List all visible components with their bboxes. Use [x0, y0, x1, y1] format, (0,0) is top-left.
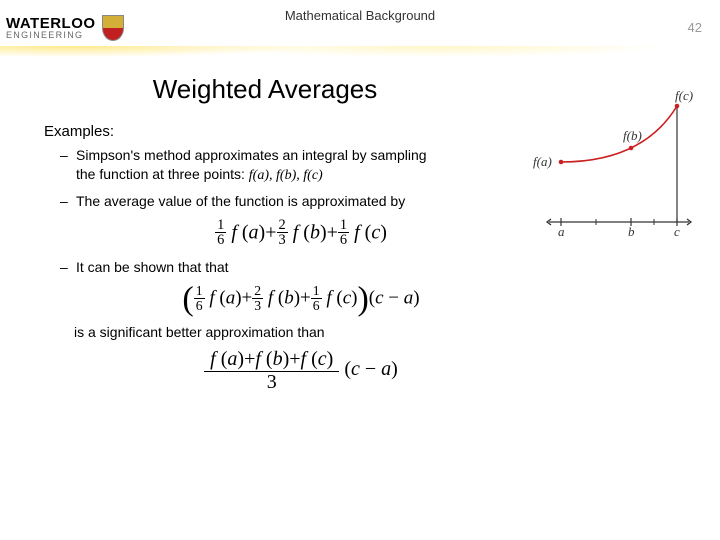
svg-text:f(b): f(b): [623, 128, 642, 143]
bullet-shown: It can be shown that that: [60, 258, 684, 277]
logo-text: WATERLOO ENGINEERING: [6, 17, 96, 40]
formula-simple-avg: f (a)+f (b)+f (c)3 (c − a): [58, 348, 684, 393]
logo: WATERLOO ENGINEERING: [0, 15, 124, 41]
formula-weighted-times-interval: (16 f (a)+23 f (b)+16 f (c))(c − a): [58, 285, 684, 313]
bullet-list-2: It can be shown that that: [58, 258, 684, 277]
logo-subtitle: ENGINEERING: [6, 31, 96, 40]
svg-text:b: b: [628, 224, 635, 239]
header: WATERLOO ENGINEERING Mathematical Backgr…: [0, 0, 720, 56]
svg-text:a: a: [558, 224, 565, 239]
breadcrumb: Mathematical Background: [285, 8, 435, 23]
crest-icon: [102, 15, 124, 41]
bullet-simpson: Simpson's method approximates an integra…: [60, 146, 684, 186]
svg-text:c: c: [674, 224, 680, 239]
follow-text: is a significant better approximation th…: [74, 324, 684, 340]
bullet-avg: The average value of the function is app…: [60, 192, 684, 211]
page-number: 42: [688, 20, 702, 35]
svg-text:f(c): f(c): [675, 88, 693, 103]
logo-name: WATERLOO: [6, 17, 96, 31]
bullet-list: Simpson's method approximates an integra…: [58, 146, 684, 211]
decorative-stripe: [0, 46, 720, 60]
